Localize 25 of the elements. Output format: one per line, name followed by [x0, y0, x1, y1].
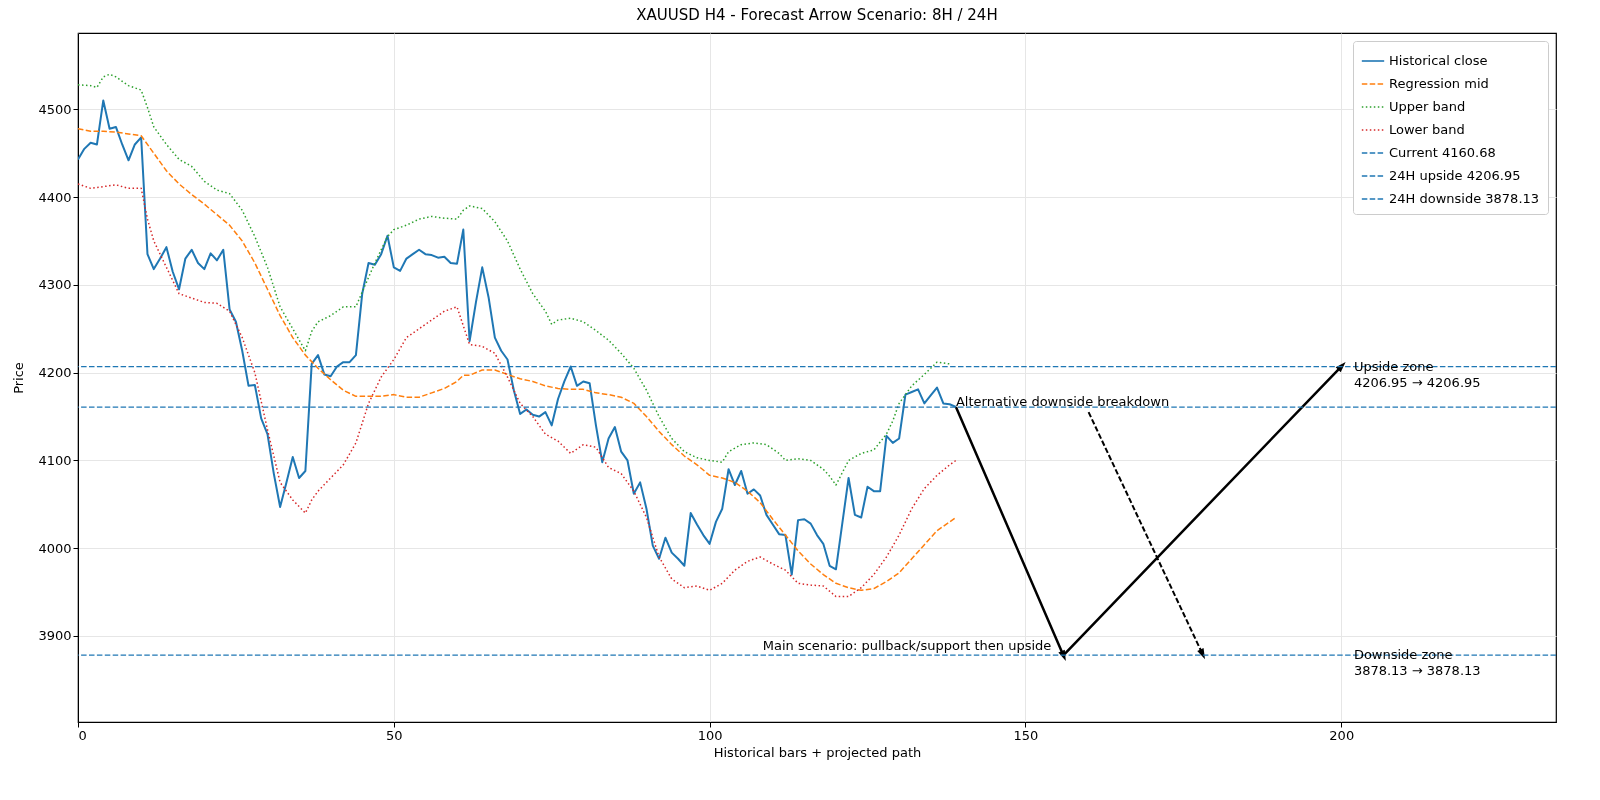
legend-label: 24H upside 4206.95	[1389, 168, 1521, 183]
annotation: Alternative downside breakdown	[955, 394, 1170, 410]
y-tick-label: 4000	[38, 540, 72, 556]
legend-label: Historical close	[1389, 53, 1488, 68]
x-tick-label: 0	[78, 727, 87, 743]
x-tick-label: 150	[1013, 727, 1039, 743]
y-tick-label: 4400	[38, 189, 72, 205]
legend-label: Lower band	[1389, 122, 1465, 137]
legend-label: Regression mid	[1389, 76, 1489, 91]
x-tick-label: 50	[386, 727, 403, 743]
legend-label: Current 4160.68	[1389, 145, 1496, 160]
y-axis-title: Price	[11, 362, 27, 394]
chart-title: XAUUSD H4 - Forecast Arrow Scenario: 8H / 24H	[636, 6, 998, 24]
y-tick-label: 4300	[38, 277, 72, 293]
x-tick-label: 200	[1329, 727, 1355, 743]
y-tick-label: 4500	[38, 101, 72, 117]
x-axis-title: Historical bars + projected path	[713, 744, 922, 760]
y-tick-label: 4100	[38, 452, 72, 468]
y-tick-label: 3900	[38, 628, 72, 644]
legend-label: Upper band	[1389, 99, 1466, 114]
y-tick-label: 4200	[38, 365, 72, 381]
legend-label: 24H downside 3878.13	[1389, 191, 1540, 206]
x-tick-label: 100	[697, 727, 723, 743]
line-series	[78, 73, 951, 486]
annotation: Main scenario: pullback/support then upside	[762, 638, 1052, 654]
